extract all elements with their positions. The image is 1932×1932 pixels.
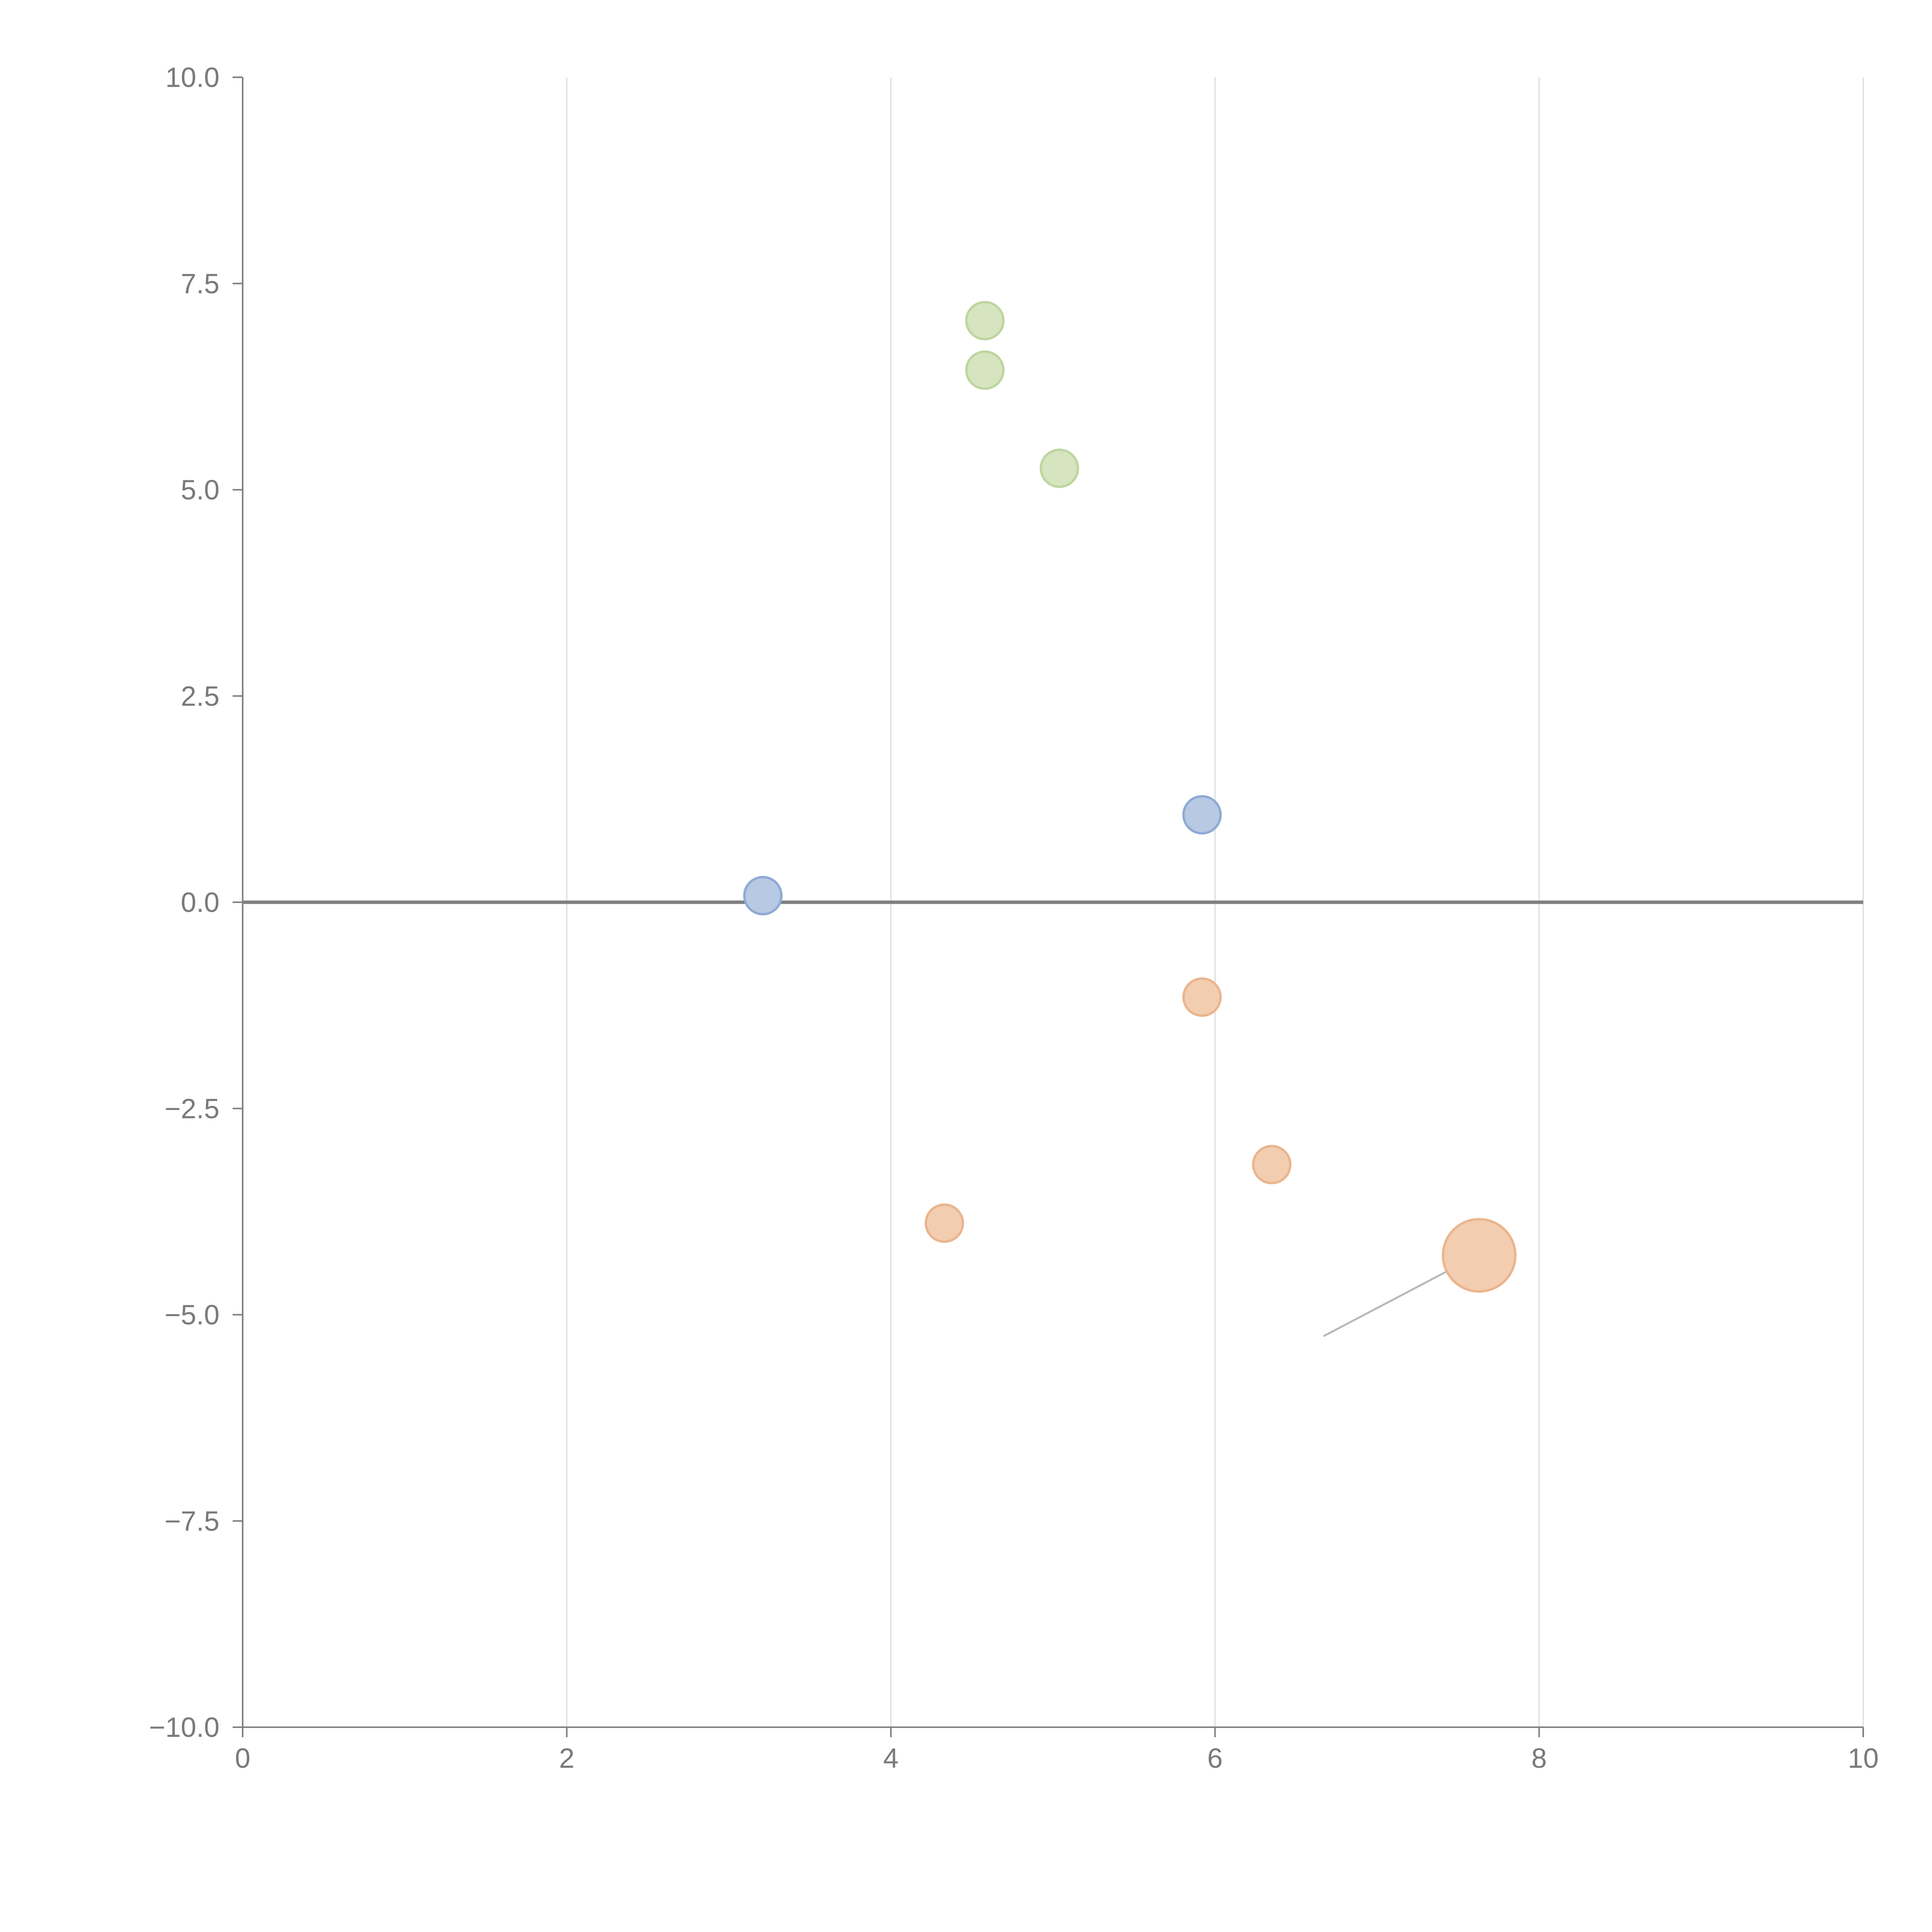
y-axis-ticks: −10.0 −7.5 −5.0 −2.5 0.0 2.5 5.0 7.5 10.0 [149,62,243,1743]
data-point-orange [925,1203,964,1243]
data-point-green [1039,448,1079,488]
y-tick-label: 7.5 [181,269,219,299]
data-point-green [965,301,1005,340]
y-tick-label: −2.5 [165,1094,219,1124]
x-tick-label: 8 [1531,1743,1547,1774]
x-tick-label: 0 [235,1743,250,1774]
x-tick-label: 4 [883,1743,899,1774]
x-axis-ticks: 0 2 4 6 8 10 [235,1727,1879,1774]
y-tick-label: 0.0 [181,887,219,918]
y-tick-label: −7.5 [165,1506,219,1537]
data-point-orange [1252,1145,1292,1184]
x-tick-label: 10 [1848,1743,1879,1774]
y-tick-label: 10.0 [165,62,219,93]
y-tick-label: 5.0 [181,475,219,506]
data-point-blue [743,876,783,915]
y-tick-label: −10.0 [149,1712,219,1743]
x-tick-label: 2 [559,1743,575,1774]
data-point-orange [1182,977,1222,1017]
data-point-orange [1442,1218,1517,1293]
y-tick-label: −5.0 [165,1300,219,1331]
y-tick-label: 2.5 [181,681,219,712]
data-point-blue [1182,795,1222,835]
x-tick-label: 6 [1207,1743,1223,1774]
data-point-green [965,350,1005,390]
point-layer [743,301,1517,1293]
